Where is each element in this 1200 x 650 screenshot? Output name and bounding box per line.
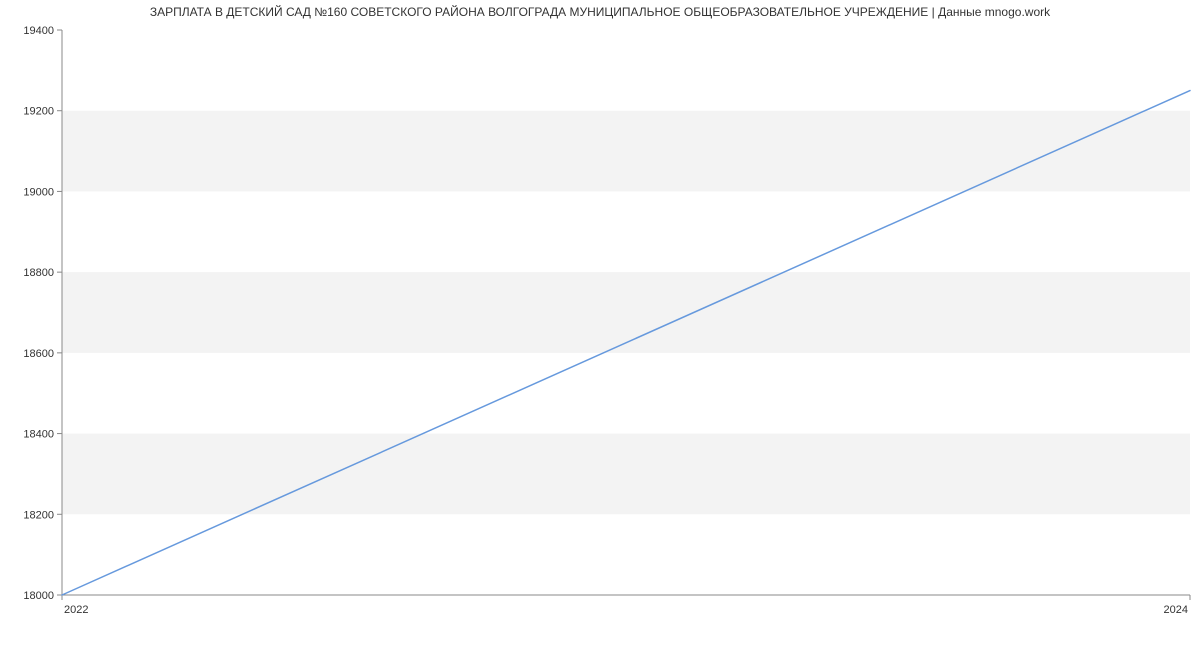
salary-line-chart: 18000 18200 18400 18600 18800 19000 19200 19400… [0, 0, 1200, 650]
y-tick-label: 19200 [23, 106, 54, 118]
y-tick-label: 18600 [23, 348, 54, 360]
chart-title: ЗАРПЛАТА В ДЕТСКИЙ САД №160 СОВЕТСКОГО Р… [150, 4, 1051, 19]
chart-svg: 18000 18200 18400 18600 18800 19000 19200 19400… [0, 0, 1200, 650]
x-tick-label: 2024 [1164, 604, 1188, 616]
x-tick-label: 2022 [64, 604, 88, 616]
y-tick-label: 18400 [23, 429, 54, 441]
y-tick-label: 18000 [23, 590, 54, 602]
y-tick-label: 18200 [23, 509, 54, 521]
grid-band [62, 272, 1190, 353]
y-tick-label: 19400 [23, 25, 54, 37]
y-tick-label: 19000 [23, 186, 54, 198]
y-tick-label: 18800 [23, 267, 54, 279]
grid-band [62, 111, 1190, 192]
grid-band [62, 434, 1190, 515]
